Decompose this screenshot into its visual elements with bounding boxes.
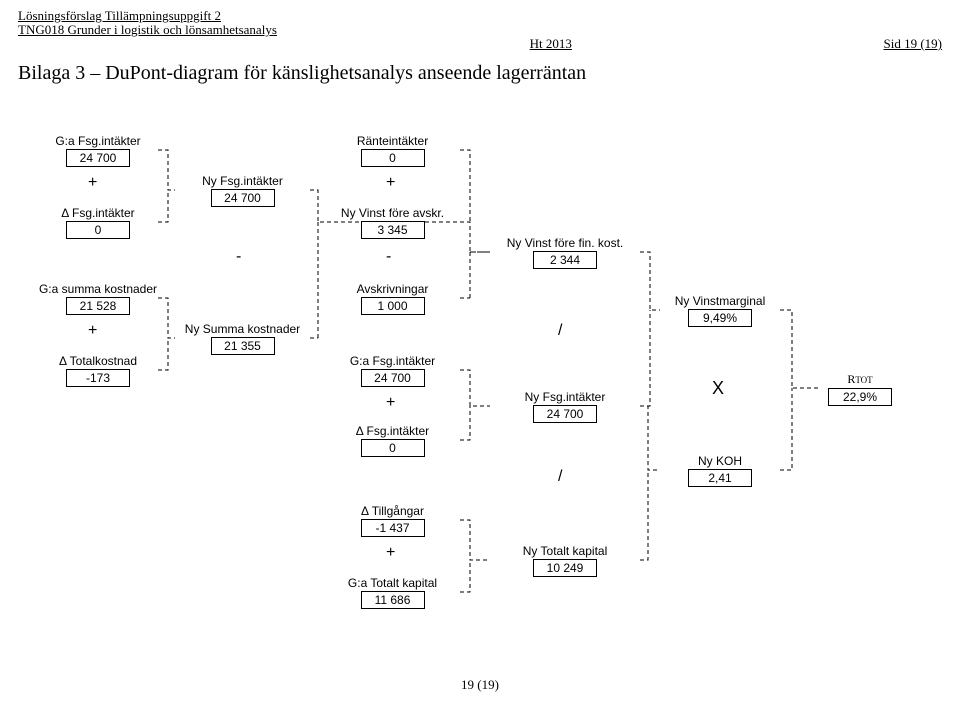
node-ga-fsg-intakter: G:a Fsg.intäkter 24 700 (38, 134, 158, 167)
value-box: 21 355 (211, 337, 275, 355)
label: Ny Summa kostnader (175, 322, 310, 336)
node-ny-fsg-intakter: Ny Fsg.intäkter 24 700 (175, 174, 310, 207)
node-delta-fsg-intakter: Δ Fsg.intäkter 0 (38, 206, 158, 239)
op-divide: / (558, 468, 562, 486)
node-ga-summa-kostnader: G:a summa kostnader 21 528 (38, 282, 158, 315)
label: G:a Fsg.intäkter (325, 354, 460, 368)
label: Ny KOH (660, 454, 780, 468)
label: Ny Vinst före fin. kost. (490, 236, 640, 250)
label: Ränteintäkter (325, 134, 460, 148)
value-box: 0 (66, 221, 130, 239)
value-box: 22,9% (828, 388, 892, 406)
node-delta-totalkostnad: Δ Totalkostnad -173 (38, 354, 158, 387)
value-box: 9,49% (688, 309, 752, 327)
value-box: 21 528 (66, 297, 130, 315)
label: G:a Fsg.intäkter (38, 134, 158, 148)
label: Ny Vinst före avskr. (325, 206, 460, 220)
value-box: 24 700 (533, 405, 597, 423)
label: G:a Totalt kapital (325, 576, 460, 590)
value-box: 0 (361, 439, 425, 457)
node-ga-totalt-kapital: G:a Totalt kapital 11 686 (325, 576, 460, 609)
op-divide: / (558, 322, 562, 340)
node-ny-vinstmarginal: Ny Vinstmarginal 9,49% (660, 294, 780, 327)
dupont-diagram: G:a Fsg.intäkter 24 700 + Δ Fsg.intäkter… (0, 130, 960, 670)
label: Δ Tillgångar (325, 504, 460, 518)
value-box: 24 700 (361, 369, 425, 387)
value-box: -1 437 (361, 519, 425, 537)
label: Ny Fsg.intäkter (175, 174, 310, 188)
value-box: 24 700 (66, 149, 130, 167)
node-ny-koh: Ny KOH 2,41 (660, 454, 780, 487)
label: RTOT (820, 372, 900, 387)
node-avskrivningar: Avskrivningar 1 000 (325, 282, 460, 315)
value-box: 0 (361, 149, 425, 167)
node-ny-totalt-kapital: Ny Totalt kapital 10 249 (490, 544, 640, 577)
page-footer: 19 (19) (0, 677, 960, 693)
node-delta-fsg-intakter-2: Δ Fsg.intäkter 0 (325, 424, 460, 457)
value-box: 3 345 (361, 221, 425, 239)
op-minus: - (386, 248, 391, 266)
value-box: 10 249 (533, 559, 597, 577)
doc-page: Sid 19 (19) (884, 36, 943, 52)
label: Δ Fsg.intäkter (325, 424, 460, 438)
value-box: -173 (66, 369, 130, 387)
op-plus: + (88, 174, 97, 192)
page-heading: Bilaga 3 – DuPont-diagram för känslighet… (18, 62, 942, 85)
doc-term: Ht 2013 (218, 36, 884, 52)
label: Ny Vinstmarginal (660, 294, 780, 308)
label: G:a summa kostnader (38, 282, 158, 296)
op-plus: + (386, 394, 395, 412)
value-box: 1 000 (361, 297, 425, 315)
value-box: 11 686 (361, 591, 425, 609)
op-plus: + (386, 544, 395, 562)
op-plus: + (386, 174, 395, 192)
node-ny-fsg-intakter-2: Ny Fsg.intäkter 24 700 (490, 390, 640, 423)
value-box: 2 344 (533, 251, 597, 269)
label: Δ Fsg.intäkter (38, 206, 158, 220)
node-ny-vinst-avskr: Ny Vinst före avskr. 3 345 (325, 206, 460, 239)
label: Δ Totalkostnad (38, 354, 158, 368)
op-minus: - (236, 248, 241, 266)
node-ga-fsg-intakter-2: G:a Fsg.intäkter 24 700 (325, 354, 460, 387)
label: Avskrivningar (325, 282, 460, 296)
value-box: 2,41 (688, 469, 752, 487)
label: Ny Fsg.intäkter (490, 390, 640, 404)
op-multiply: X (712, 378, 724, 399)
node-rtot: RTOT 22,9% (820, 372, 900, 406)
label: Ny Totalt kapital (490, 544, 640, 558)
node-ranteintakter: Ränteintäkter 0 (325, 134, 460, 167)
node-ny-vinst-fin-kost: Ny Vinst före fin. kost. 2 344 (490, 236, 640, 269)
node-ny-summa-kostnader: Ny Summa kostnader 21 355 (175, 322, 310, 355)
node-delta-tillgangar: Δ Tillgångar -1 437 (325, 504, 460, 537)
op-plus: + (88, 322, 97, 340)
value-box: 24 700 (211, 189, 275, 207)
